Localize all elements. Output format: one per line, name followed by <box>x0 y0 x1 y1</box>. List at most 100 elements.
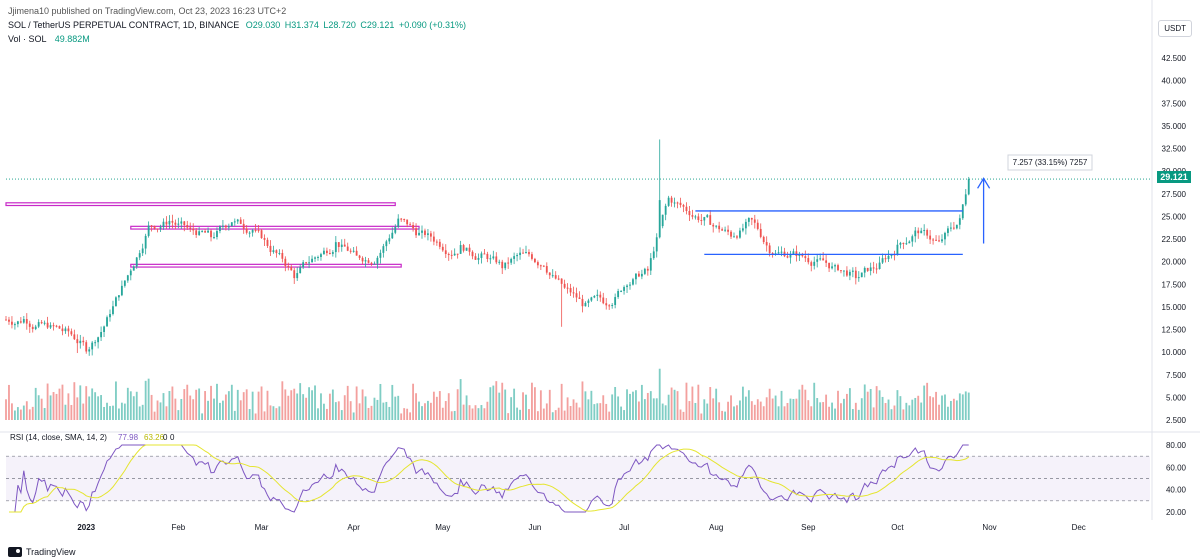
volume-bar <box>328 393 331 420</box>
candle-body <box>308 262 311 264</box>
candle-body <box>379 252 382 258</box>
volume-bar <box>284 389 287 420</box>
rsi-title[interactable]: RSI (14, close, SMA, 14, 2) <box>10 433 107 442</box>
volume-bar <box>219 402 221 420</box>
volume-bar <box>911 399 914 420</box>
candle-body <box>376 257 379 264</box>
range-box[interactable] <box>130 263 402 268</box>
volume-bar <box>575 402 578 420</box>
candle-body <box>670 197 673 203</box>
rsi-tick-label: 20.00 <box>1166 508 1187 517</box>
volume-bar <box>792 398 795 420</box>
volume-bar <box>881 396 884 420</box>
volume-bar <box>721 410 724 420</box>
volume-bar <box>349 401 352 420</box>
candle-body <box>278 253 281 255</box>
candle-body <box>162 221 165 228</box>
volume-bar <box>741 386 744 420</box>
candle-body <box>902 242 905 244</box>
symbol-title[interactable]: SOL / TetherUS PERPETUAL CONTRACT, 1D, B… <box>8 20 240 30</box>
volume-bar <box>275 408 278 420</box>
candle-body <box>432 236 435 242</box>
candle-body <box>545 266 548 273</box>
volume-bar <box>655 398 658 420</box>
candle-body <box>513 256 516 259</box>
range-box[interactable] <box>130 225 420 230</box>
volume-bar <box>682 411 685 420</box>
volume-bar <box>750 401 753 420</box>
candle-body <box>135 257 138 267</box>
candle-body <box>869 267 872 271</box>
volume-bar <box>629 393 631 420</box>
candle-body <box>233 221 236 223</box>
currency-button[interactable]: USDT <box>1158 20 1192 37</box>
volume-bar <box>376 399 379 420</box>
volume-bar <box>961 394 964 420</box>
grid <box>0 0 1200 520</box>
volume-bar <box>941 395 943 420</box>
volume-bar <box>207 400 209 420</box>
volume-label[interactable]: Vol · SOL <box>8 34 47 44</box>
candle-body <box>694 216 697 218</box>
candle-body <box>750 218 753 220</box>
volume-bar <box>97 396 100 420</box>
volume-bar <box>358 403 361 420</box>
volume-bar <box>744 396 747 420</box>
brand-name: TradingView <box>26 547 76 557</box>
volume-bar <box>837 390 839 420</box>
volume-bar <box>949 400 952 420</box>
volume-bar <box>947 406 949 420</box>
candle-body <box>323 250 325 255</box>
candle-body <box>504 262 507 269</box>
volume-bar <box>144 380 147 420</box>
candle-body <box>727 229 729 232</box>
volume-bar <box>572 399 575 420</box>
axes: 42.50040.00037.50035.00032.50030.00027.5… <box>77 54 1186 532</box>
candle-body <box>123 280 126 286</box>
volume-bar <box>278 406 281 420</box>
volume-bar <box>227 391 230 420</box>
volume-bar <box>486 401 489 420</box>
volume-bar <box>52 392 55 420</box>
volume-bar <box>251 391 254 420</box>
candle-body <box>548 272 551 276</box>
candle-body <box>421 230 423 233</box>
candle-body <box>507 262 510 264</box>
volume-bar <box>548 389 551 420</box>
candle-body <box>964 194 967 205</box>
volume-line: Vol · SOL 49.882M <box>8 32 468 46</box>
last-price-tag: 29.121 <box>1157 171 1191 183</box>
volume-bar <box>554 410 557 420</box>
candle-body <box>635 273 637 280</box>
candle-body <box>373 263 376 265</box>
candle-body <box>629 284 631 286</box>
candle-body <box>899 242 902 245</box>
volume-bar <box>739 400 741 420</box>
volume-bar <box>658 368 661 420</box>
candle-body <box>804 256 807 259</box>
volume-bar <box>958 393 961 420</box>
volume-bar <box>777 406 780 420</box>
candle-body <box>712 224 715 227</box>
volume-bar <box>887 399 890 420</box>
candle-body <box>477 257 480 260</box>
volume-bar <box>424 403 426 420</box>
volume-bar <box>129 391 132 420</box>
candle-body <box>346 246 349 251</box>
volume-bar <box>492 385 495 420</box>
candle-body <box>147 225 150 236</box>
volume-bar <box>967 392 970 420</box>
volume-bar <box>117 408 120 420</box>
candle-body <box>444 250 447 255</box>
volume-bar <box>635 390 637 420</box>
candle-body <box>721 229 724 231</box>
range-box[interactable] <box>5 202 396 207</box>
candle-body <box>138 253 141 258</box>
volume-bar <box>620 406 623 420</box>
volume-bar <box>94 392 97 420</box>
volume-bar <box>287 395 290 420</box>
rsi-value: 77.98 <box>118 433 139 442</box>
volume-bar <box>578 407 581 420</box>
volume-bar <box>700 413 703 420</box>
